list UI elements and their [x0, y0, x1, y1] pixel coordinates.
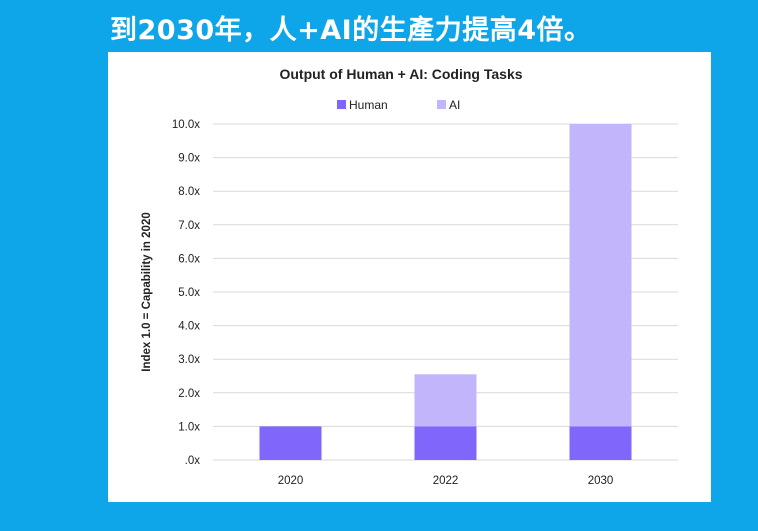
y-tick-label: 9.0x: [178, 153, 200, 165]
legend-swatch-ai: [437, 100, 446, 109]
y-tick-label: 10.0x: [172, 119, 200, 131]
y-tick-label: 1.0x: [178, 421, 200, 433]
legend-label-human: Human: [349, 98, 388, 112]
x-tick-labels: 2020 2022 2030: [278, 475, 614, 487]
bar-ai-2030: [569, 124, 632, 427]
y-tick-label: 7.0x: [178, 220, 200, 232]
bars: [259, 124, 632, 460]
x-tick-label: 2022: [433, 475, 459, 487]
x-tick-label: 2020: [278, 475, 304, 487]
y-tick-label: 6.0x: [178, 253, 200, 265]
slide-headline: 到2030年，人+AI的生產力提高4倍。: [110, 15, 592, 46]
legend-label-ai: AI: [449, 98, 460, 112]
y-tick-labels: .0x 1.0x 2.0x 3.0x 4.0x 5.0x 6.0x 7.0x 8.0x 9.0x 1…: [172, 119, 200, 467]
chart-panel: Output of Human + AI: Coding Tasks Human…: [108, 52, 711, 502]
bar-human-2030: [569, 426, 632, 460]
chart-title: Output of Human + AI: Coding Tasks: [279, 66, 522, 82]
x-tick-label: 2030: [588, 475, 614, 487]
y-tick-label: 2.0x: [178, 388, 200, 400]
y-axis-title: Index 1.0 = Capability in 2020: [141, 212, 153, 371]
y-tick-label: 8.0x: [178, 186, 200, 198]
stacked-bar-chart: Output of Human + AI: Coding Tasks Human…: [141, 66, 678, 487]
y-tick-label: .0x: [185, 455, 201, 467]
legend-swatch-human: [337, 100, 346, 109]
bar-human-2022: [414, 426, 477, 460]
y-tick-label: 4.0x: [178, 321, 200, 333]
bar-ai-2022: [414, 374, 477, 427]
bar-human-2020: [259, 426, 322, 460]
y-tick-label: 5.0x: [178, 287, 200, 299]
y-tick-label: 3.0x: [178, 354, 200, 366]
